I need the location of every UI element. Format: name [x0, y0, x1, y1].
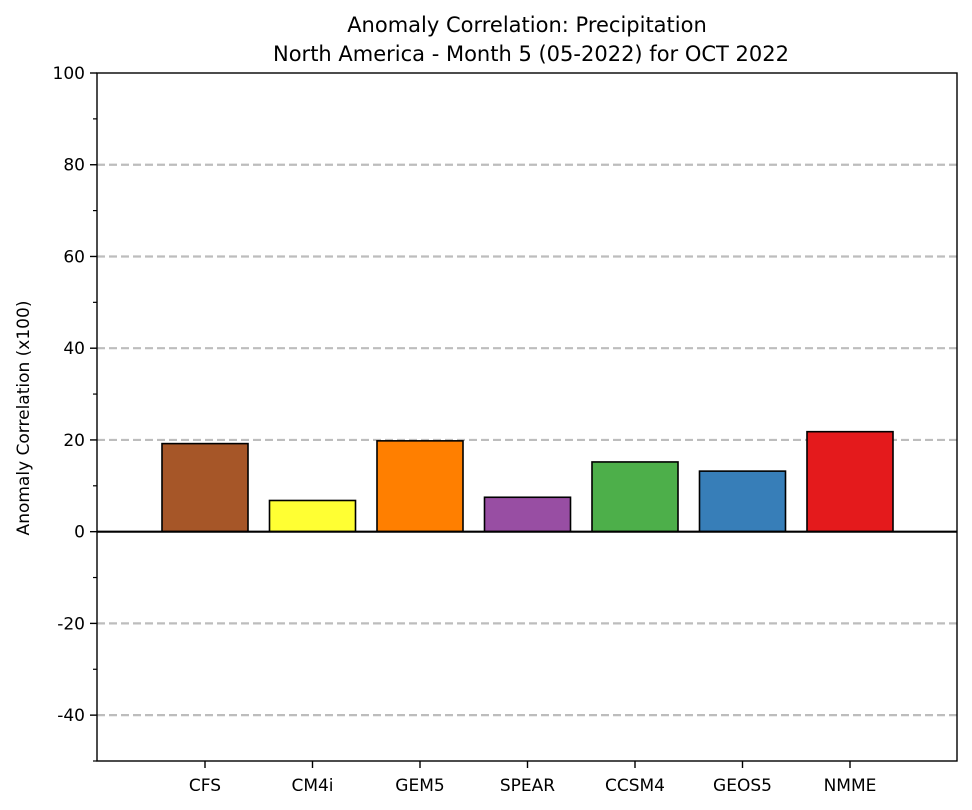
y-tick-label: 60: [63, 247, 85, 267]
y-tick-label: 20: [63, 431, 85, 451]
bar-gem5: [376, 440, 464, 533]
x-tick-label: GEOS5: [713, 776, 772, 796]
bar-cm4i: [268, 499, 357, 533]
x-tick-label: NMME: [824, 776, 877, 796]
bar-spear: [483, 496, 572, 533]
y-axis-label: Anomaly Correlation (x100): [14, 301, 34, 536]
y-tick-label: 100: [53, 64, 85, 84]
bar-geos5: [698, 470, 787, 533]
bar-ccsm4: [591, 461, 679, 533]
bars: [161, 430, 894, 533]
y-tick-label: 80: [63, 156, 85, 176]
x-tick-label: CFS: [189, 776, 221, 796]
chart-title: Anomaly Correlation: Precipitation: [347, 13, 707, 37]
chart-subtitle: North America - Month 5 (05-2022) for OC…: [273, 42, 789, 66]
y-tick-label: -40: [57, 706, 85, 726]
plot-frame: [96, 72, 958, 762]
x-tick-label: SPEAR: [500, 776, 555, 796]
y-tick-label: 40: [63, 339, 85, 359]
bar-nmme: [806, 430, 894, 533]
x-tick-label: CCSM4: [605, 776, 665, 796]
axes: -40 -20 0 20 40 60 80 100 CFS CM4i GEM5 SPEAR CCSM4 G…: [53, 64, 958, 796]
y-tick-label: 0: [74, 523, 85, 543]
x-tick-label: CM4i: [291, 776, 333, 796]
x-tick-label: GEM5: [395, 776, 444, 796]
bar-cfs: [161, 442, 249, 533]
y-tick-label: -20: [57, 614, 85, 634]
